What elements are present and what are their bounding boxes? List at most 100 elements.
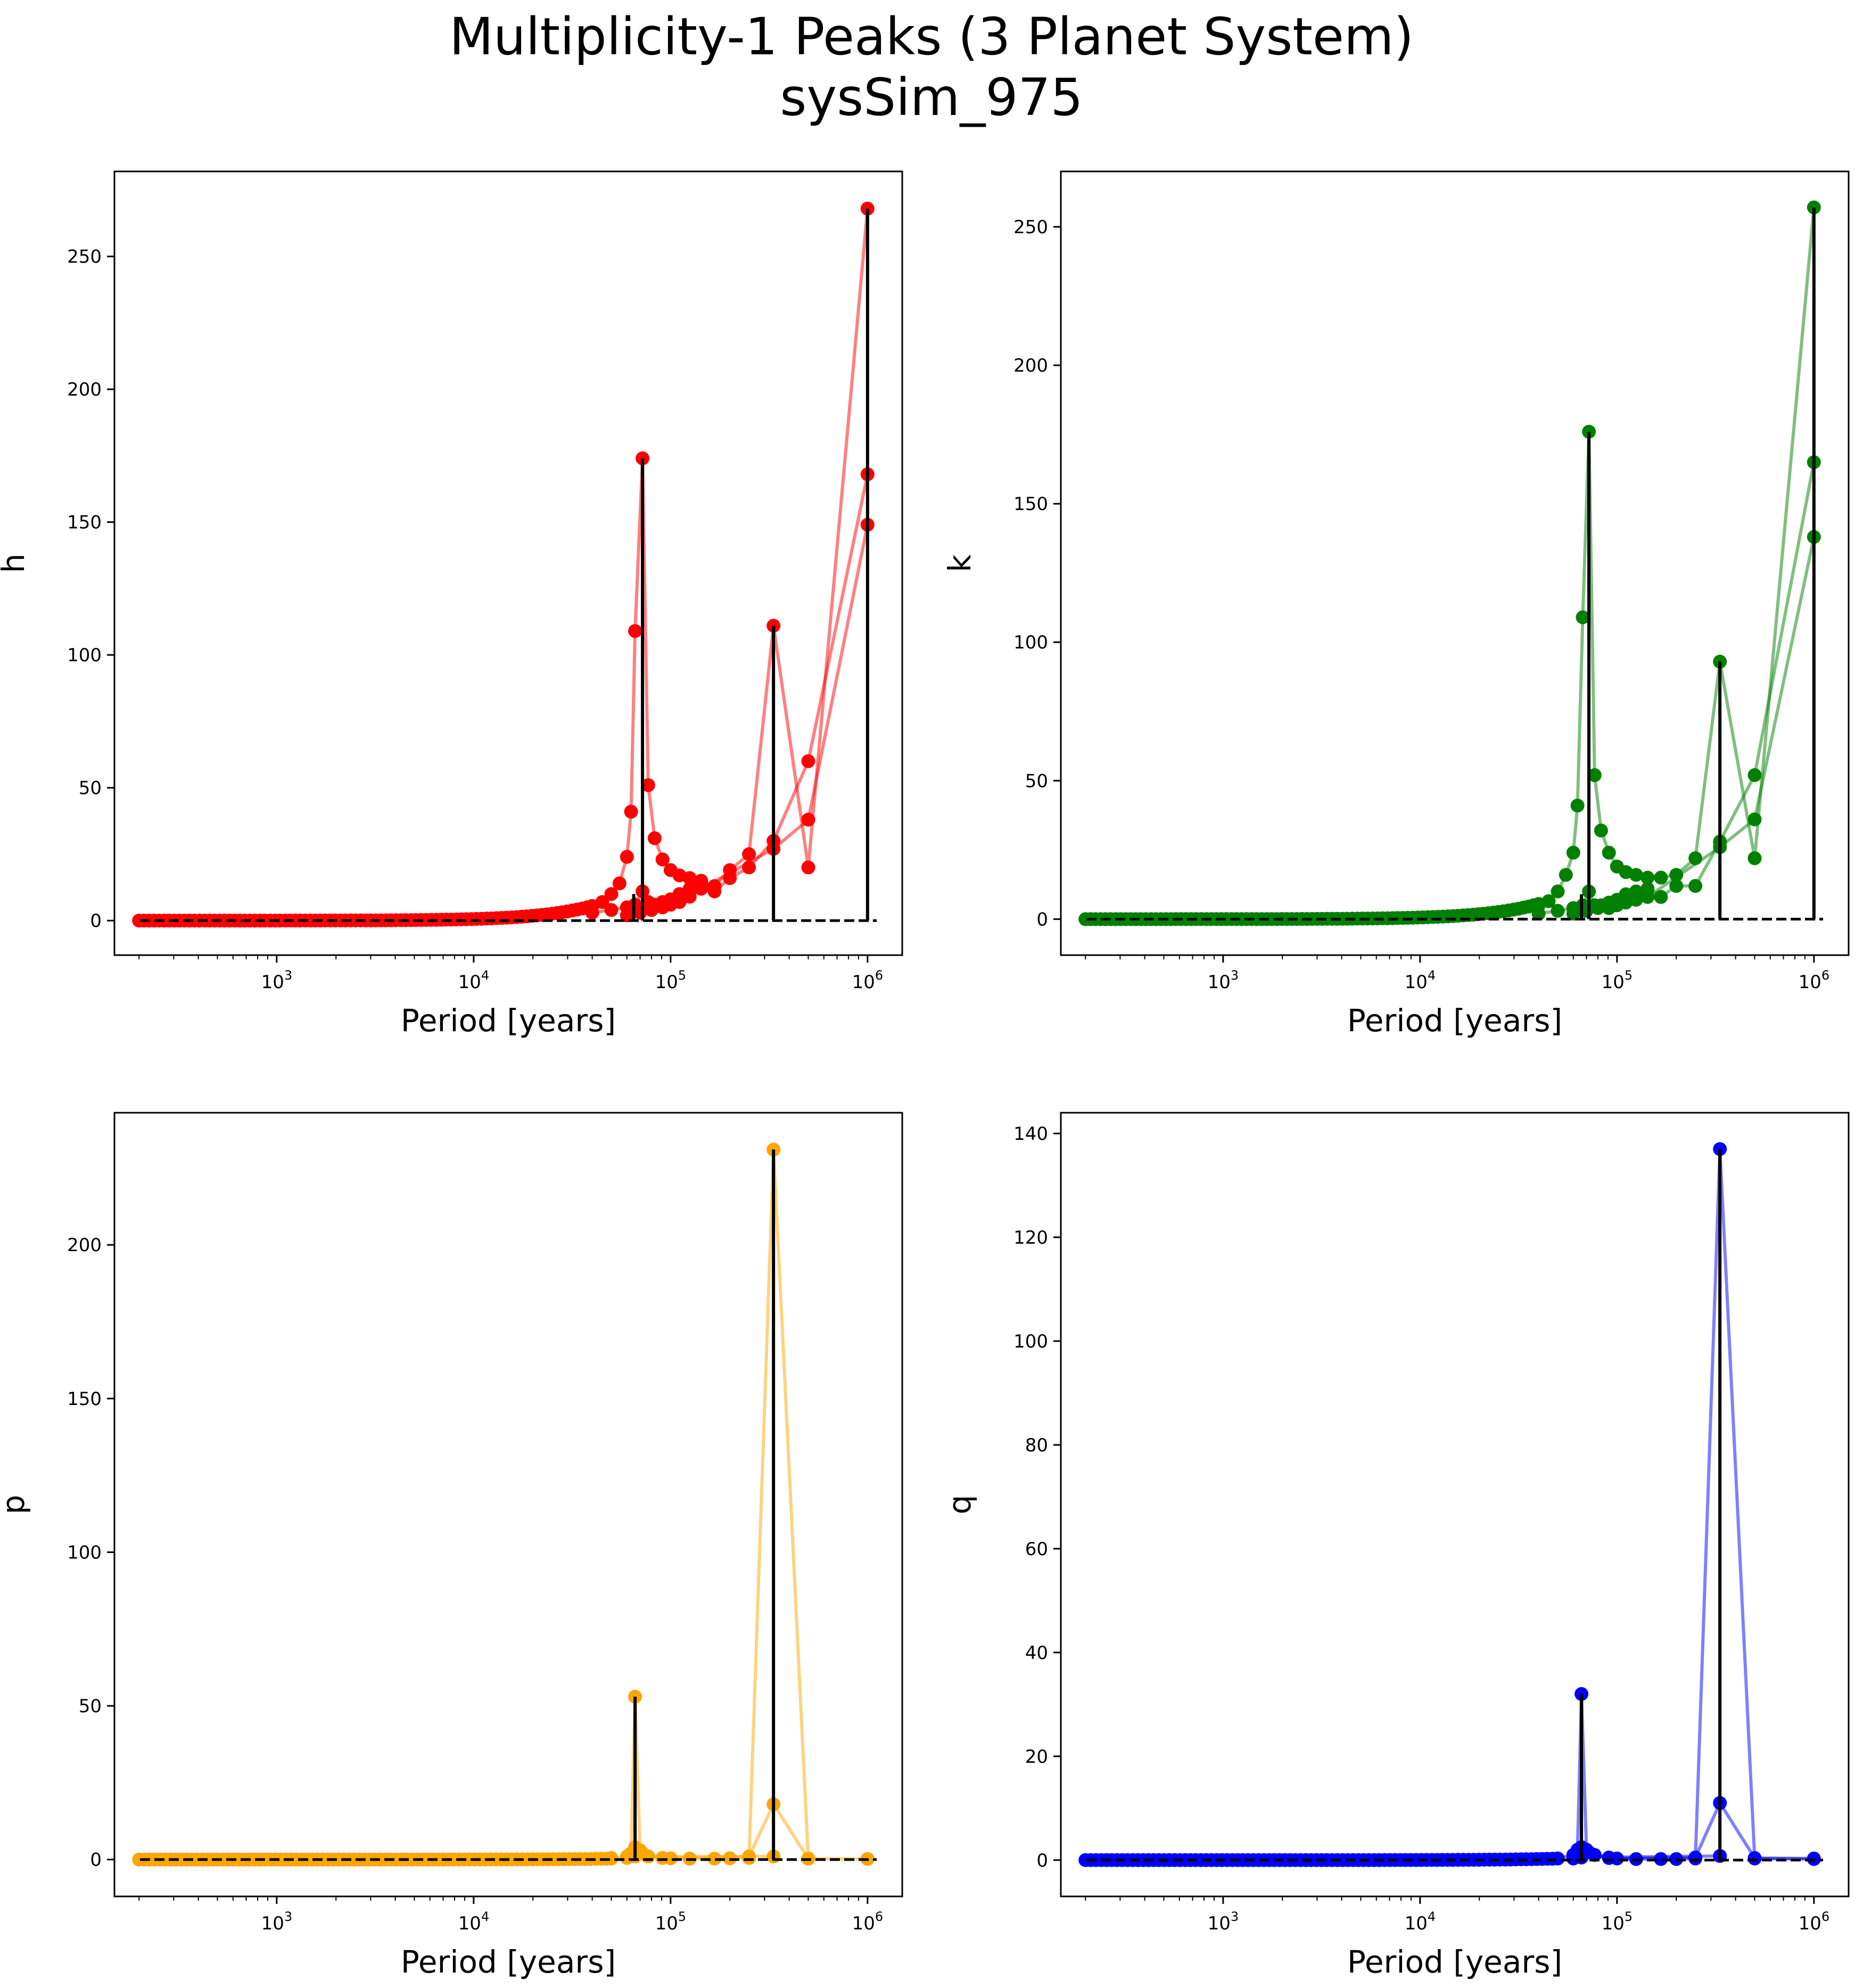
data-point <box>1582 424 1596 439</box>
data-point <box>682 871 697 885</box>
data-point <box>624 804 638 819</box>
data-point <box>1747 1851 1762 1865</box>
y-tick-label: 0 <box>1036 909 1048 930</box>
series-line-1 <box>1557 1149 1814 1861</box>
data-point <box>636 451 650 465</box>
p-panel: 0 50 100 150 200 103 104 105 106 Period [years] p <box>0 1112 903 1980</box>
y-tick-label: 120 <box>1013 1227 1048 1248</box>
axes-frame <box>113 1112 903 1897</box>
y-tick-label: 50 <box>79 778 102 799</box>
data-point <box>1551 903 1565 918</box>
k-panel: 0 50 100 150 200 250 103 104 105 106 Period [years… <box>942 170 1850 1039</box>
x-tick-label: 103 <box>1208 1909 1239 1934</box>
y-tick-label: 50 <box>1025 770 1048 792</box>
data-point <box>707 884 722 899</box>
figure-title-line1: Multiplicity-1 Peaks (3 Planet System) <box>449 7 1414 67</box>
data-point <box>1575 1687 1589 1701</box>
y-tick-label: 250 <box>67 247 102 268</box>
data-point <box>1541 894 1556 908</box>
x-tick-label: 106 <box>1799 968 1830 993</box>
data-point <box>1713 1142 1727 1156</box>
data-point <box>1576 610 1590 625</box>
data-point <box>1566 845 1580 860</box>
y-axis-label: k <box>942 554 978 572</box>
data-point <box>1587 768 1602 782</box>
x-axis-label: Period [years] <box>401 1944 616 1980</box>
y-tick-label: 100 <box>1013 1331 1048 1352</box>
x-tick-label: 105 <box>1602 1909 1633 1934</box>
data-point <box>612 876 627 891</box>
data-point <box>1669 879 1684 893</box>
y-tick-label: 200 <box>67 379 102 400</box>
data-point <box>1551 1851 1565 1866</box>
data-point <box>1654 890 1668 904</box>
x-tick-label: 105 <box>1602 968 1633 993</box>
y-tick-label: 100 <box>1013 632 1048 653</box>
axes-frame <box>113 170 903 956</box>
data-point <box>628 624 642 638</box>
data-point <box>1566 907 1580 921</box>
y-tick-label: 40 <box>1025 1642 1048 1664</box>
y-tick-label: 80 <box>1025 1435 1048 1456</box>
data-point <box>1629 868 1643 882</box>
y-axis-label: h <box>0 554 31 573</box>
x-tick-label: 105 <box>655 1909 687 1934</box>
x-tick-label: 103 <box>1208 968 1239 993</box>
data-point <box>1747 768 1762 782</box>
data-point <box>645 903 658 917</box>
x-tick-label: 106 <box>852 968 884 993</box>
y-tick-label: 150 <box>67 1389 102 1410</box>
plot-area <box>132 201 877 928</box>
series-line-3 <box>1581 1854 1720 1859</box>
data-point <box>620 908 634 923</box>
y-tick-label: 150 <box>67 512 102 533</box>
y-axis-label: p <box>0 1495 31 1515</box>
data-point <box>742 847 756 861</box>
data-point <box>1591 901 1605 915</box>
y-tick-label: 0 <box>90 1850 102 1871</box>
data-point <box>801 754 815 768</box>
series-line-2 <box>625 1801 810 1860</box>
data-point <box>604 887 619 901</box>
series-line-2 <box>1572 1800 1814 1860</box>
y-tick-label: 100 <box>67 1542 102 1563</box>
data-point <box>1559 868 1573 882</box>
data-point <box>641 778 655 792</box>
series-line-1 <box>611 1149 868 1861</box>
data-point <box>595 895 609 909</box>
x-tick-label: 104 <box>458 1909 490 1934</box>
h-panel: 0 50 100 150 200 250 103 104 105 106 Period [years… <box>0 170 903 1039</box>
y-tick-label: 20 <box>1025 1746 1048 1768</box>
data-point <box>694 882 708 896</box>
y-tick-label: 140 <box>1013 1123 1048 1145</box>
data-point <box>1551 884 1565 899</box>
data-point <box>647 831 662 845</box>
x-tick-label: 104 <box>1405 1909 1436 1934</box>
y-tick-label: 100 <box>67 645 102 666</box>
axes-frame <box>1060 170 1850 956</box>
y-axis-label: q <box>942 1495 978 1515</box>
data-point <box>801 812 815 827</box>
x-tick-label: 103 <box>261 1909 293 1934</box>
x-tick-label: 105 <box>655 968 687 993</box>
data-point <box>682 890 697 904</box>
data-point <box>1807 200 1821 215</box>
x-axis-label: Period [years] <box>1347 1003 1562 1039</box>
data-point <box>1641 890 1655 904</box>
data-point <box>604 903 619 917</box>
plot-area <box>1078 1142 1823 1867</box>
data-point <box>1602 845 1616 860</box>
data-point <box>1654 870 1668 885</box>
plot-area <box>1078 200 1823 926</box>
series-line-1 <box>591 208 869 908</box>
figure-title-line2: sysSim_975 <box>780 68 1083 127</box>
y-tick-label: 0 <box>90 910 102 932</box>
axes-frame <box>1060 1112 1850 1897</box>
x-axis-label: Period [years] <box>1347 1944 1562 1980</box>
x-tick-label: 104 <box>1405 968 1436 993</box>
data-point <box>1747 812 1762 827</box>
x-tick-label: 104 <box>458 968 490 993</box>
x-tick-label: 106 <box>852 1909 884 1934</box>
data-point <box>1629 893 1643 907</box>
